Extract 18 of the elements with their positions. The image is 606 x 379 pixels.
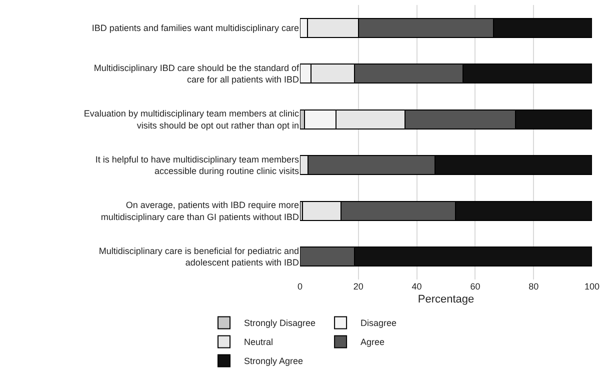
x-tick-label: 40: [412, 282, 422, 292]
y-tick-label: IBD patients and families want multidisciplinary care: [92, 23, 299, 34]
legend-label: Disagree: [360, 318, 397, 328]
y-tick-label: On average, patients with IBD require more multidisciplinary care than GI patients without IBD: [100, 200, 300, 222]
legend-label: Strongly Agree: [244, 356, 304, 366]
y-tick-label: It is helpful to have multidisciplinary team members accessible during routine clinic visits: [95, 154, 300, 176]
x-tick-label: 80: [528, 282, 539, 292]
y-tick-label: Multidisciplinary care is beneficial for pediatric and adolescent patients with IBD: [98, 246, 300, 268]
legend-label: Strongly Disagree: [244, 318, 316, 328]
x-tick-label: 100: [584, 282, 600, 292]
legend-label: Neutral: [244, 337, 274, 348]
x-axis-title: Percentage: [418, 294, 474, 306]
y-tick-label: Multidisciplinary IBD care should be the standard of care for all patients with IBD: [94, 62, 300, 85]
x-tick-label: 60: [470, 282, 480, 292]
x-tick-label: 0: [297, 282, 303, 292]
y-tick-label: Evaluation by multidisciplinary team members at clinic visits should be opt out rather than opt in: [84, 108, 300, 130]
x-tick-label: 20: [353, 282, 364, 292]
legend-label: Agree: [360, 337, 385, 348]
